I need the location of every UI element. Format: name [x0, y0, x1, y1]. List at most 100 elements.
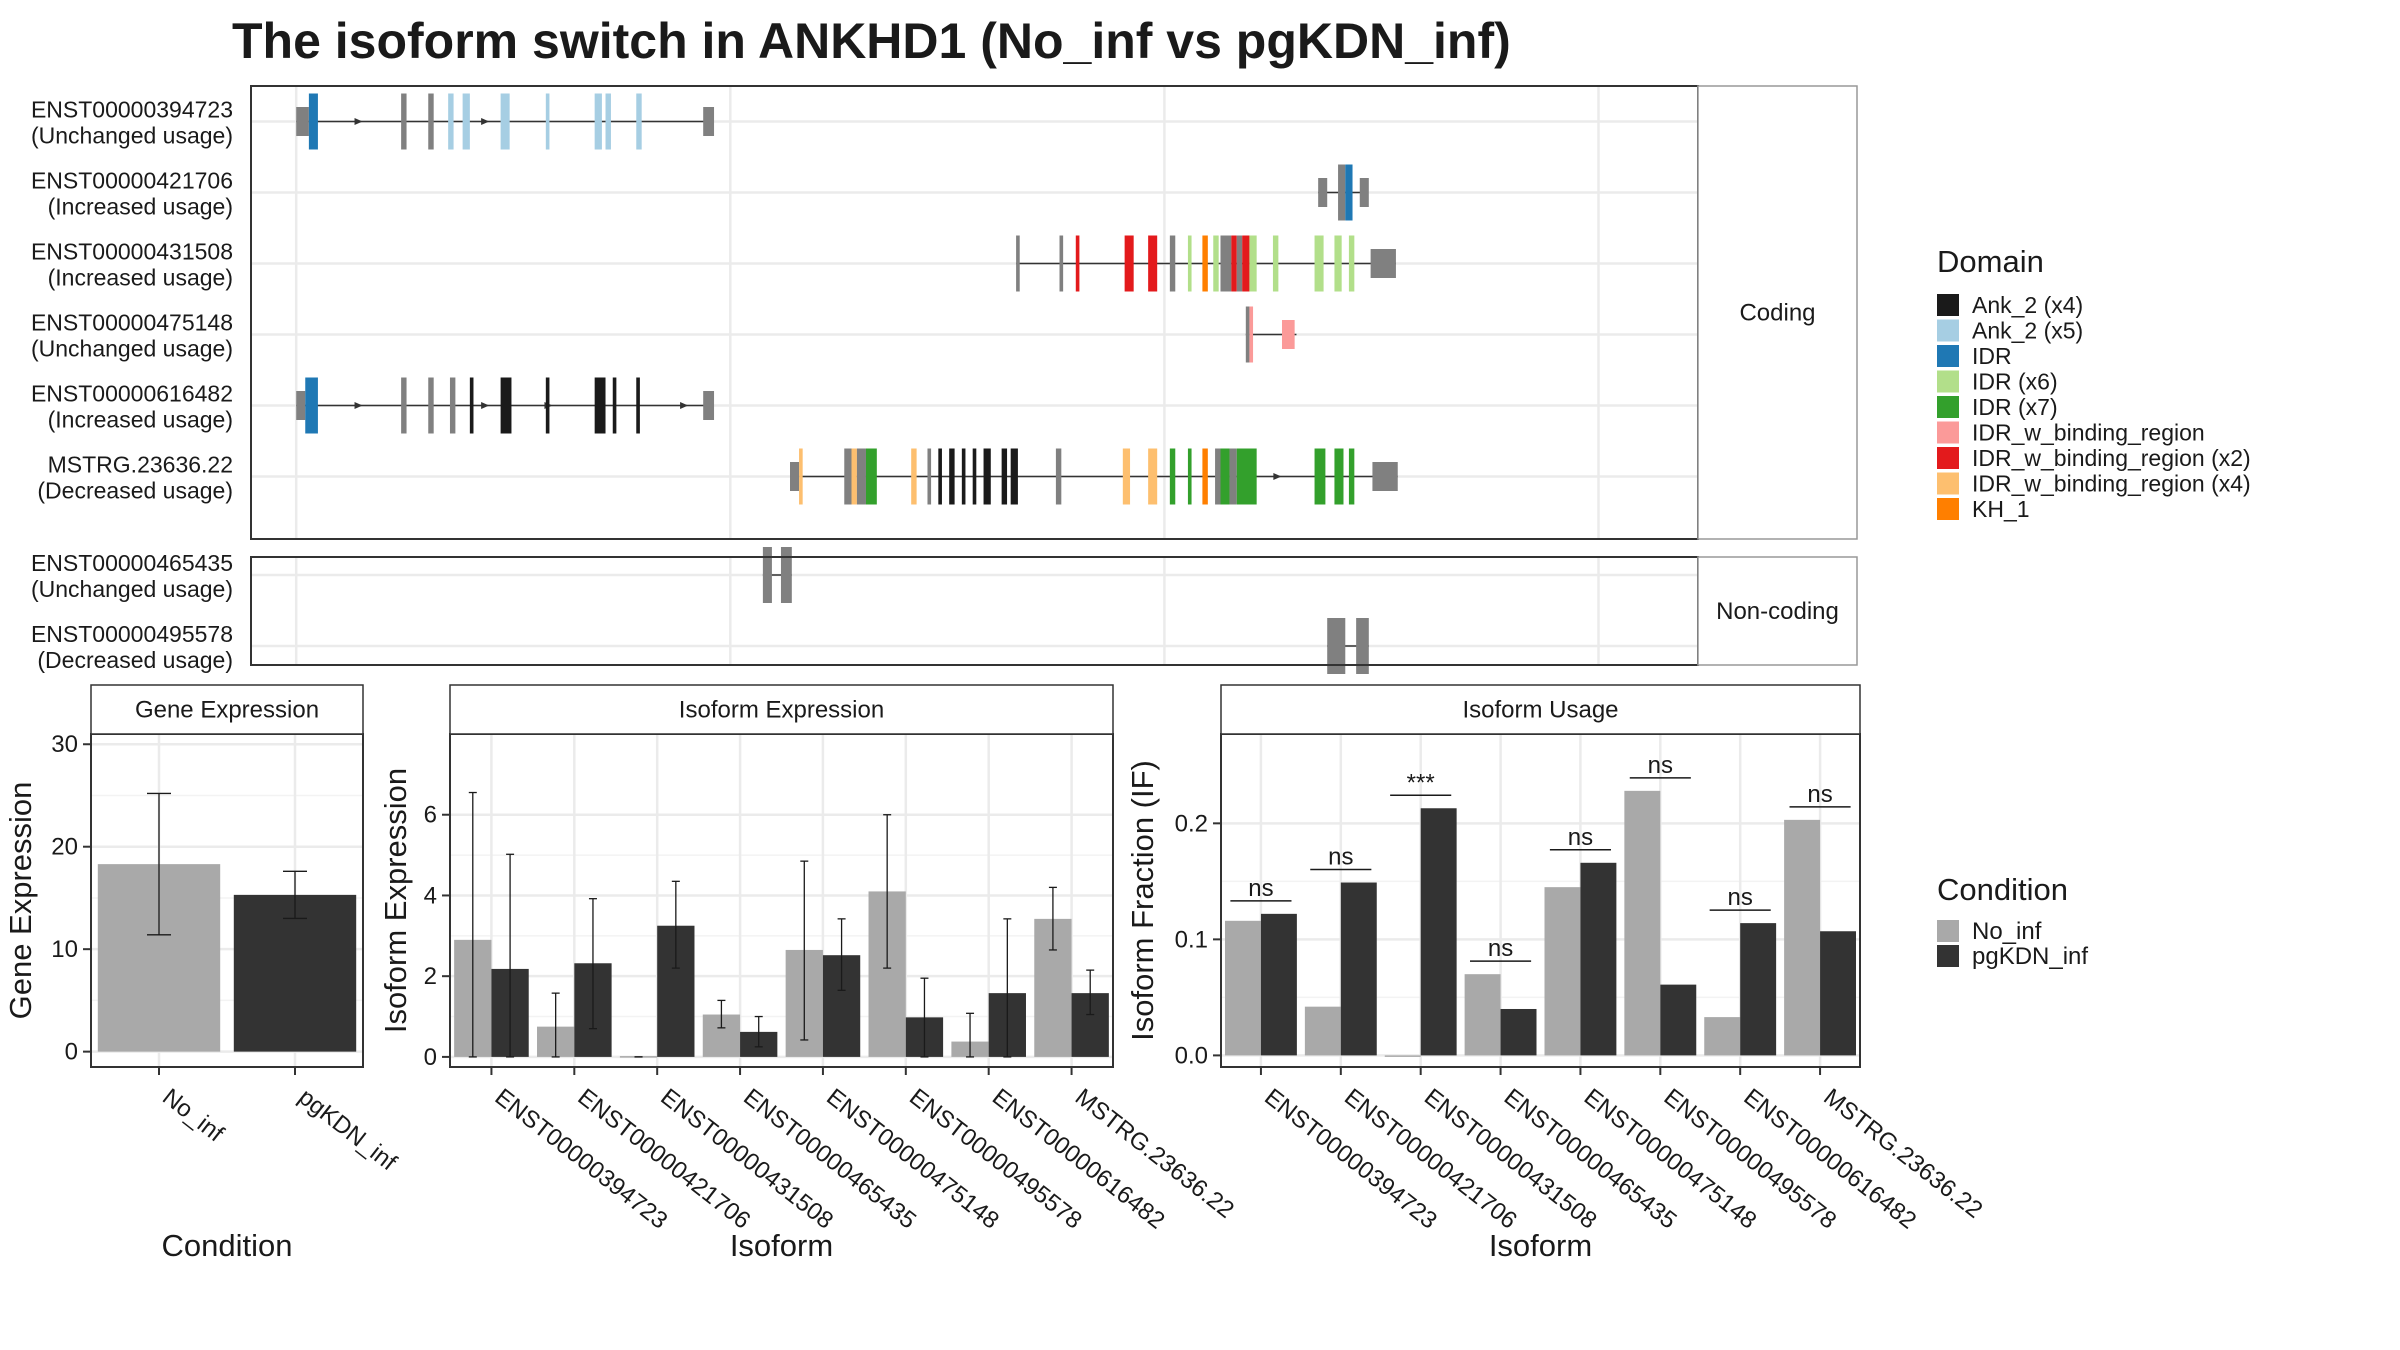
exon-block: [296, 391, 306, 420]
exon-block: [1124, 235, 1134, 292]
exon-block: [1338, 164, 1346, 221]
bar: [1224, 920, 1261, 1056]
bar: [1784, 819, 1821, 1056]
domain-legend-label: IDR (x6): [1972, 369, 2058, 395]
exon-block: [790, 462, 800, 491]
exon-block: [500, 377, 512, 434]
x-tick-label: No_inf: [157, 1083, 229, 1147]
exon-block: [1242, 235, 1250, 292]
bar: [1304, 1006, 1341, 1056]
domain-legend-swatch: [1937, 421, 1959, 444]
transcript-direction-arrow: [680, 402, 689, 409]
exon-block: [636, 377, 640, 434]
transcript-usage-label: (Unchanged usage): [31, 336, 233, 362]
transcript-name-label: ENST00000431508: [31, 239, 233, 265]
exon-block: [1055, 448, 1062, 505]
transcript-usage-label: (Unchanged usage): [31, 576, 233, 602]
domain-legend-label: IDR (x7): [1972, 394, 2058, 420]
transcript-direction-arrow: [354, 402, 363, 409]
exon-block: [1249, 306, 1254, 363]
exon-block: [851, 448, 857, 505]
bar: [1820, 931, 1857, 1056]
y-axis-title: Gene Expression: [3, 782, 38, 1020]
exon-block: [594, 377, 606, 434]
facet-strip-label: Coding: [1739, 300, 1815, 327]
exon-block: [938, 448, 942, 505]
exon-block: [911, 448, 917, 505]
exon-block: [1314, 448, 1326, 505]
condition-legend-label: No_inf: [1972, 918, 2042, 945]
exon-block: [1249, 235, 1257, 292]
exon-block: [799, 448, 803, 505]
bar-facet-strip: [90, 684, 364, 735]
structure-plot-bg: [251, 557, 1698, 665]
domain-legend-swatch: [1937, 319, 1959, 342]
y-tick-label: 30: [51, 731, 78, 758]
exon-block: [844, 448, 852, 505]
domain-legend-label: IDR_w_binding_region (x2): [1972, 445, 2251, 471]
transcript-name-label: ENST00000616482: [31, 381, 233, 407]
exon-block: [1345, 164, 1353, 221]
bar: [1340, 882, 1377, 1056]
exon-block: [545, 93, 550, 150]
exon-block: [1231, 235, 1237, 292]
transcript-usage-label: (Decreased usage): [37, 478, 233, 504]
domain-legend-swatch: [1937, 472, 1959, 495]
exon-block: [1229, 448, 1237, 505]
exon-block: [1370, 249, 1396, 278]
y-axis-title: Isoform Fraction (IF): [1125, 760, 1160, 1041]
significance-label: ns: [1488, 935, 1513, 962]
bar-facet-title: Isoform Expression: [679, 697, 884, 724]
exon-block: [594, 93, 602, 150]
exon-block: [1169, 448, 1176, 505]
y-tick-label: 0.0: [1175, 1042, 1208, 1069]
exon-block: [1075, 235, 1080, 292]
transcript-direction-arrow: [354, 118, 363, 125]
domain-legend-swatch: [1937, 370, 1959, 393]
exon-block: [1010, 448, 1018, 505]
domain-legend-label: IDR: [1972, 343, 2012, 369]
transcript-usage-label: (Increased usage): [48, 265, 233, 291]
bar: [1420, 808, 1457, 1056]
exon-block: [1334, 448, 1344, 505]
transcript-row: [296, 377, 715, 434]
exon-block: [856, 448, 866, 505]
transcript-direction-arrow: [481, 118, 490, 125]
y-tick-label: 10: [51, 936, 78, 963]
exon-block: [1148, 448, 1158, 505]
domain-legend-swatch: [1937, 498, 1959, 520]
exon-block: [1236, 448, 1257, 505]
isoform-expression-panel: 0246ENST00000394723ENST00000421706ENST00…: [378, 684, 1239, 1263]
domain-legend-title: Domain: [1937, 244, 2044, 279]
facet-strip: [1697, 556, 1858, 666]
y-tick-label: 6: [424, 802, 437, 829]
exon-block: [1213, 235, 1219, 292]
exon-block: [1187, 448, 1192, 505]
exon-block: [1334, 235, 1342, 292]
transcript-usage-label: (Unchanged usage): [31, 123, 233, 149]
isoform-usage-panel: 0.00.10.2nsENST00000394723nsENST00000421…: [1125, 684, 1987, 1263]
domain-legend-label: KH_1: [1972, 496, 2030, 522]
condition-legend-swatch: [1937, 945, 1959, 967]
exon-block: [1215, 448, 1221, 505]
domain-legend-label: IDR_w_binding_region: [1972, 420, 2205, 446]
significance-label: ns: [1728, 884, 1753, 911]
domain-legend-label: IDR_w_binding_region (x4): [1972, 471, 2251, 497]
bar: [1544, 887, 1581, 1056]
bar-facet-strip: [449, 684, 1114, 735]
bar: [233, 894, 357, 1052]
bar: [1464, 974, 1501, 1056]
facet-strip: [1697, 85, 1858, 540]
exon-block: [961, 448, 966, 505]
bar-facet-title: Gene Expression: [135, 697, 319, 724]
exon-block: [1187, 235, 1192, 292]
y-tick-label: 0: [424, 1044, 437, 1071]
exon-block: [401, 377, 407, 434]
bar: [1580, 862, 1617, 1056]
y-tick-label: 20: [51, 834, 78, 861]
transcript-name-label: ENST00000394723: [31, 97, 233, 123]
exon-block: [428, 377, 434, 434]
